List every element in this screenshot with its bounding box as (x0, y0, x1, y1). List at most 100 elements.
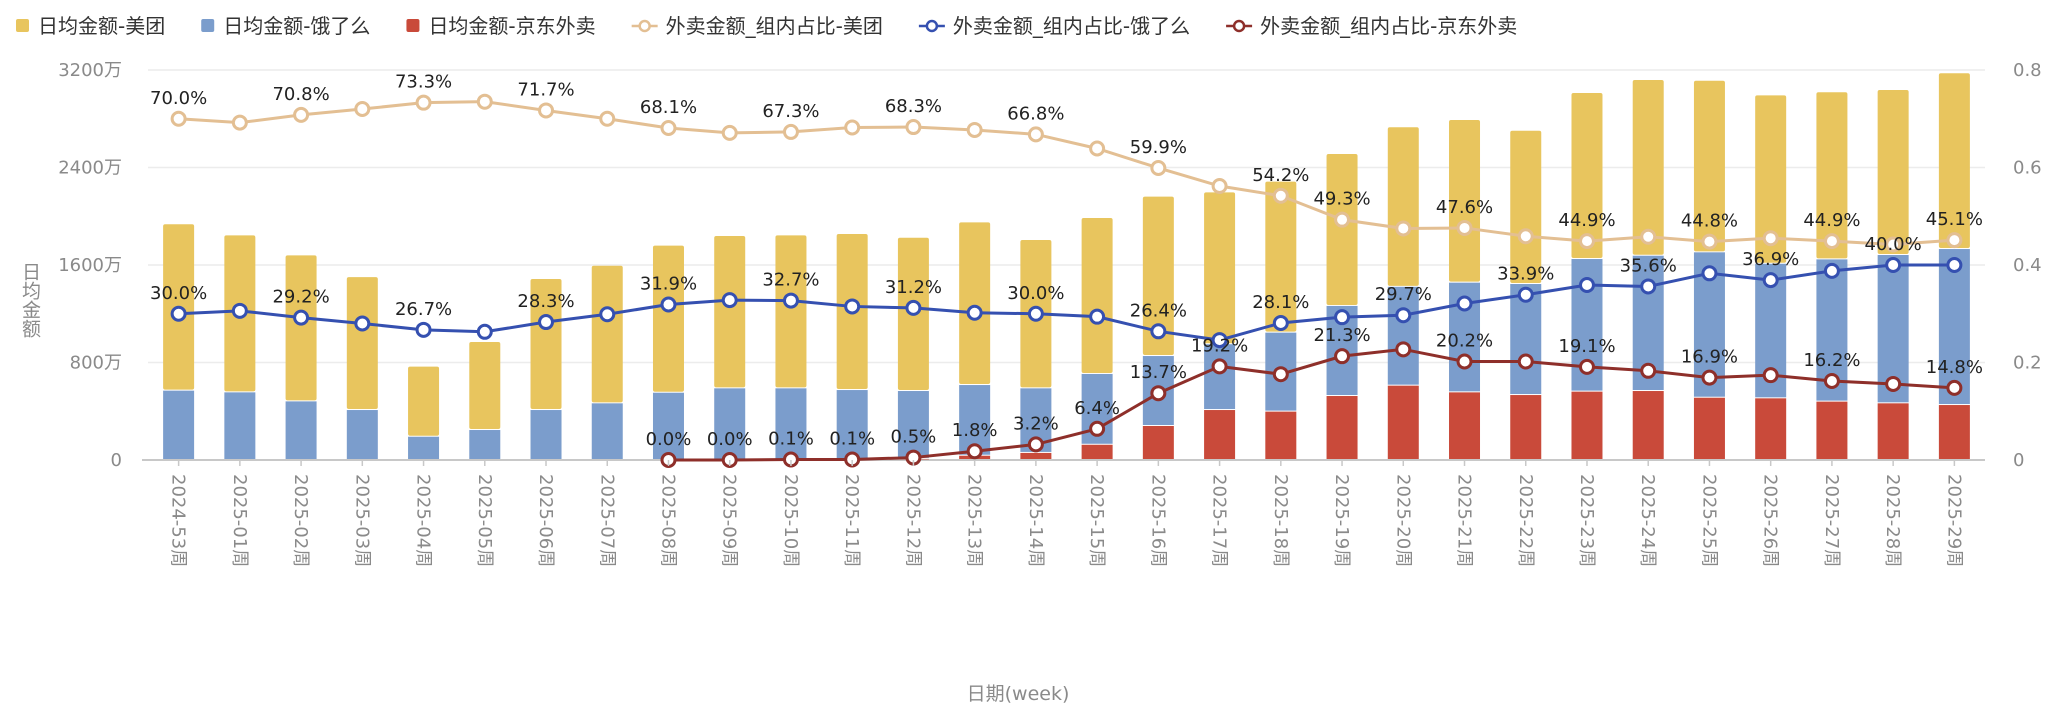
bar-segment (346, 277, 378, 410)
y-tick-label: 1600万 (58, 255, 122, 276)
bar-segment (1204, 192, 1236, 344)
x-tick-label: 2025-26周 (1760, 474, 1781, 567)
line-point (905, 299, 922, 316)
data-label: 0.0% (646, 429, 692, 450)
data-label: 28.3% (517, 291, 574, 312)
line-point (538, 314, 555, 331)
x-tick-label: 2025-04周 (413, 474, 434, 567)
x-tick-label: 2025-29周 (1943, 474, 1964, 567)
data-label: 29.7% (1375, 284, 1432, 305)
data-label: 68.1% (640, 97, 697, 118)
x-axis-title: 日期(week) (967, 683, 1070, 705)
bar-segment (285, 401, 317, 459)
line-point (1150, 323, 1167, 340)
bar-segment (530, 279, 562, 410)
legend-label: 外卖金额_组内占比-京东外卖 (1260, 14, 1517, 38)
line-point (1211, 332, 1228, 349)
x-tick-label: 2025-14周 (1025, 474, 1046, 567)
line-point (782, 451, 799, 468)
data-label: 67.3% (762, 101, 819, 122)
line-point (660, 120, 677, 137)
bar-segment (1142, 196, 1174, 356)
line-point (1762, 272, 1779, 289)
x-tick-label: 2025-23周 (1576, 474, 1597, 567)
line-point (1211, 178, 1228, 195)
data-label: 66.8% (1007, 103, 1064, 124)
line-point (1456, 353, 1473, 370)
y-axis-title: 日均金额 (19, 262, 41, 338)
line-point (1456, 295, 1473, 312)
bar-segment (1693, 80, 1725, 252)
bar-segment (1326, 153, 1358, 305)
data-label: 16.9% (1681, 347, 1738, 368)
data-label: 44.8% (1681, 211, 1738, 232)
data-label: 0.5% (891, 427, 937, 448)
bar-segment (163, 390, 195, 459)
legend-label: 日均金额-京东外卖 (428, 14, 595, 38)
line-point (1701, 369, 1718, 386)
line-point (1334, 211, 1351, 228)
line-point (1517, 353, 1534, 370)
x-tick-label: 2025-05周 (474, 474, 495, 567)
line-point (966, 443, 983, 460)
line-point (293, 106, 310, 123)
bar-segment (1938, 73, 1970, 249)
line-point (1885, 236, 1902, 253)
line-point (1395, 341, 1412, 358)
bar-segment (1020, 452, 1052, 459)
data-label: 45.1% (1926, 209, 1983, 230)
x-tick-label: 2025-03周 (351, 474, 372, 567)
line-series-1 (178, 263, 1955, 342)
data-label: 26.7% (395, 299, 452, 320)
data-label: 19.1% (1558, 336, 1615, 357)
legend-marker (925, 19, 939, 33)
data-label: 16.2% (1803, 350, 1860, 371)
bar-segment (714, 388, 746, 459)
x-tick-label: 2025-08周 (657, 474, 678, 567)
bar-segment (224, 392, 256, 459)
x-tick-label: 2025-15周 (1086, 474, 1107, 567)
legend-marker (1232, 19, 1246, 33)
x-tick-label: 2025-24周 (1637, 474, 1658, 567)
grid (142, 69, 1985, 461)
bar-segment (1571, 391, 1603, 459)
line-point (1946, 379, 1963, 396)
data-label: 0.1% (768, 429, 814, 450)
data-label: 44.9% (1558, 210, 1615, 231)
data-label: 6.4% (1074, 398, 1120, 419)
data-label: 28.1% (1252, 292, 1309, 313)
bar-segment (346, 410, 378, 459)
x-tick-label: 2025-11周 (841, 474, 862, 567)
line-point (782, 123, 799, 140)
y-tick-label: 0 (111, 450, 122, 471)
bar-segment (1571, 93, 1603, 259)
y-tick-label: 3200万 (58, 60, 122, 81)
line-point (721, 292, 738, 309)
legend-label: 日均金额-饿了么 (223, 14, 370, 38)
bar-segment (408, 436, 440, 459)
lines: 70.0% 70.8% 73.3% 71.7% 68.1% 67.3% 68.3% 66.8%… (150, 72, 1983, 468)
bar-segment (1081, 217, 1113, 373)
data-label: 0.1% (829, 429, 875, 450)
x-tick-label: 2025-16周 (1147, 474, 1168, 567)
line-point (1089, 420, 1106, 437)
data-label: 70.0% (150, 88, 207, 109)
line-point (1211, 358, 1228, 375)
line-point (844, 451, 861, 468)
bar-segment (1142, 425, 1174, 459)
bar-segment (469, 342, 501, 430)
bar-segment (1449, 119, 1481, 282)
line-point (293, 309, 310, 326)
line-point (1272, 366, 1289, 383)
bar-segment (959, 385, 991, 455)
bar-segment (836, 390, 868, 459)
data-label: 35.6% (1620, 255, 1677, 276)
line-point (170, 305, 187, 322)
x-tick-label: 2025-18周 (1270, 474, 1291, 567)
bar-segment (652, 245, 684, 392)
line-point (1823, 233, 1840, 250)
line-point (1517, 228, 1534, 245)
line-point (476, 323, 493, 340)
bar-segment (1632, 79, 1664, 255)
x-tick-label: 2025-22周 (1515, 474, 1536, 567)
